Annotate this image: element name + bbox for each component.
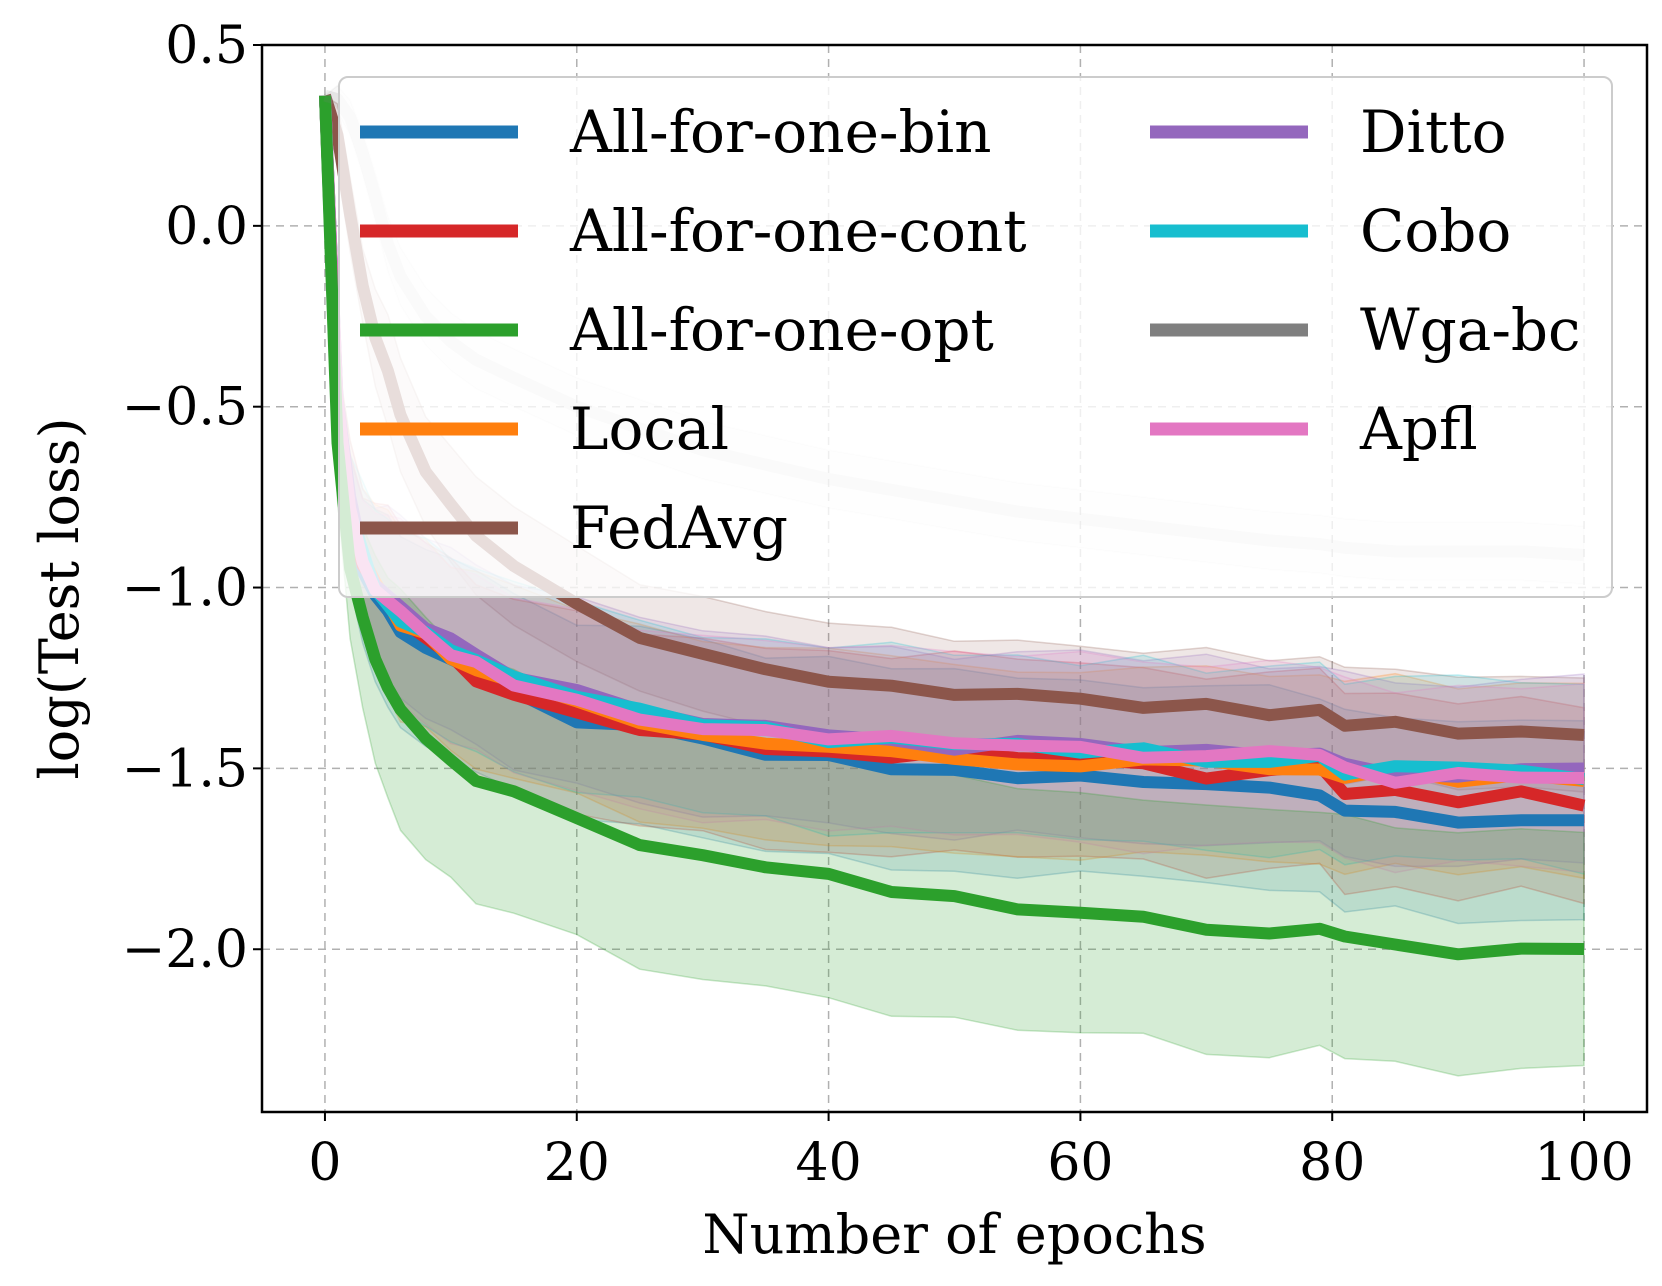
y-tick-label: −2.0 [122,920,248,980]
series-line-all-for-one-opt [319,95,1585,961]
y-tick-label: −1.0 [122,559,248,619]
legend-label-all-for-one-bin: All-for-one-bin [569,98,992,166]
legend-label-wga-bc: Wga-bc [1360,296,1581,364]
plot-frame [260,43,1649,1114]
legend-box [338,76,1613,598]
legend-label-all-for-one-cont: All-for-one-cont [569,197,1027,265]
x-tick-label: 100 [1534,1133,1633,1193]
y-tick-label: 0.5 [165,16,248,76]
x-tick-label: 60 [1047,1133,1113,1193]
legend: All-for-one-bin All-for-one-cont All-for-o… [338,76,1613,598]
x-tick-label: 20 [544,1133,610,1193]
y-tick-label: −1.5 [122,739,248,799]
axis-ticks: 0 20 40 60 80 100 0.5 0.0 −0.5 −1.0 −1.5 −2.0 [122,16,1634,1193]
x-axis-label: Number of epochs [702,1203,1206,1266]
legend-label-ditto: Ditto [1360,98,1507,166]
legend-label-fedavg: FedAvg [570,494,788,562]
x-tick-label: 0 [308,1133,341,1193]
legend-label-cobo: Cobo [1360,197,1511,265]
x-tick-label: 40 [796,1133,862,1193]
confidence-bands [323,84,1585,1077]
legend-label-apfl: Apfl [1359,395,1478,463]
y-tick-label: −0.5 [122,378,248,438]
legend-label-local: Local [570,395,729,463]
y-tick-label: 0.0 [165,197,248,257]
x-tick-label: 80 [1299,1133,1365,1193]
y-axis-label: log(Test loss) [28,417,91,779]
legend-label-all-for-one-opt: All-for-one-opt [569,296,994,364]
